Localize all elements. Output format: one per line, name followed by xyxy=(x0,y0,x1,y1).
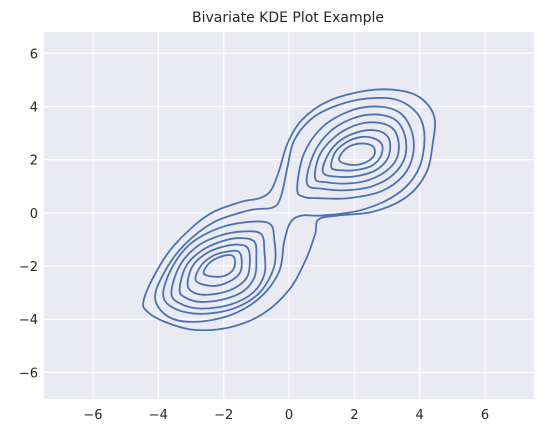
grid xyxy=(44,32,534,399)
kde-contour-level-5 xyxy=(313,121,400,185)
kde-contour-level-3 xyxy=(162,220,277,315)
x-tick-label: −6 xyxy=(83,408,102,423)
kde-contour-level-3 xyxy=(296,105,415,200)
x-tick-label: 4 xyxy=(416,408,424,423)
x-tick-label: 6 xyxy=(481,408,489,423)
y-tick-label: 6 xyxy=(30,47,38,62)
y-tick-label: −6 xyxy=(19,366,38,381)
kde-contour-level-6 xyxy=(186,243,251,296)
y-tick-label: −4 xyxy=(19,313,38,328)
kde-contour-level-8 xyxy=(202,254,236,278)
contour-lines xyxy=(142,88,437,332)
y-tick-label: 2 xyxy=(30,154,38,169)
kde-contour-level-4 xyxy=(170,230,267,310)
chart-title: Bivariate KDE Plot Example xyxy=(192,10,384,26)
kde-contour-level-1 xyxy=(142,88,437,332)
x-tick-label: 0 xyxy=(285,408,293,423)
kde-contour-level-4 xyxy=(305,113,408,192)
x-tick-label: −4 xyxy=(149,408,168,423)
y-tick-label: 4 xyxy=(30,100,38,115)
y-axis-ticks: −6 −4 −2 0 2 4 6 xyxy=(19,47,38,381)
y-tick-label: 0 xyxy=(30,207,38,222)
kde-contour-level-7 xyxy=(194,249,243,287)
x-axis-ticks: −6 −4 −2 0 2 4 6 xyxy=(83,408,489,423)
x-tick-label: 2 xyxy=(350,408,358,423)
x-tick-label: −2 xyxy=(214,408,233,423)
kde-contour-level-8 xyxy=(338,142,376,166)
kde-contour-level-7 xyxy=(330,135,384,172)
kde-contour-level-5 xyxy=(178,237,258,303)
y-tick-label: −2 xyxy=(19,260,38,275)
kde-contour-level-2 xyxy=(154,96,426,323)
kde-contour-level-6 xyxy=(321,129,392,178)
